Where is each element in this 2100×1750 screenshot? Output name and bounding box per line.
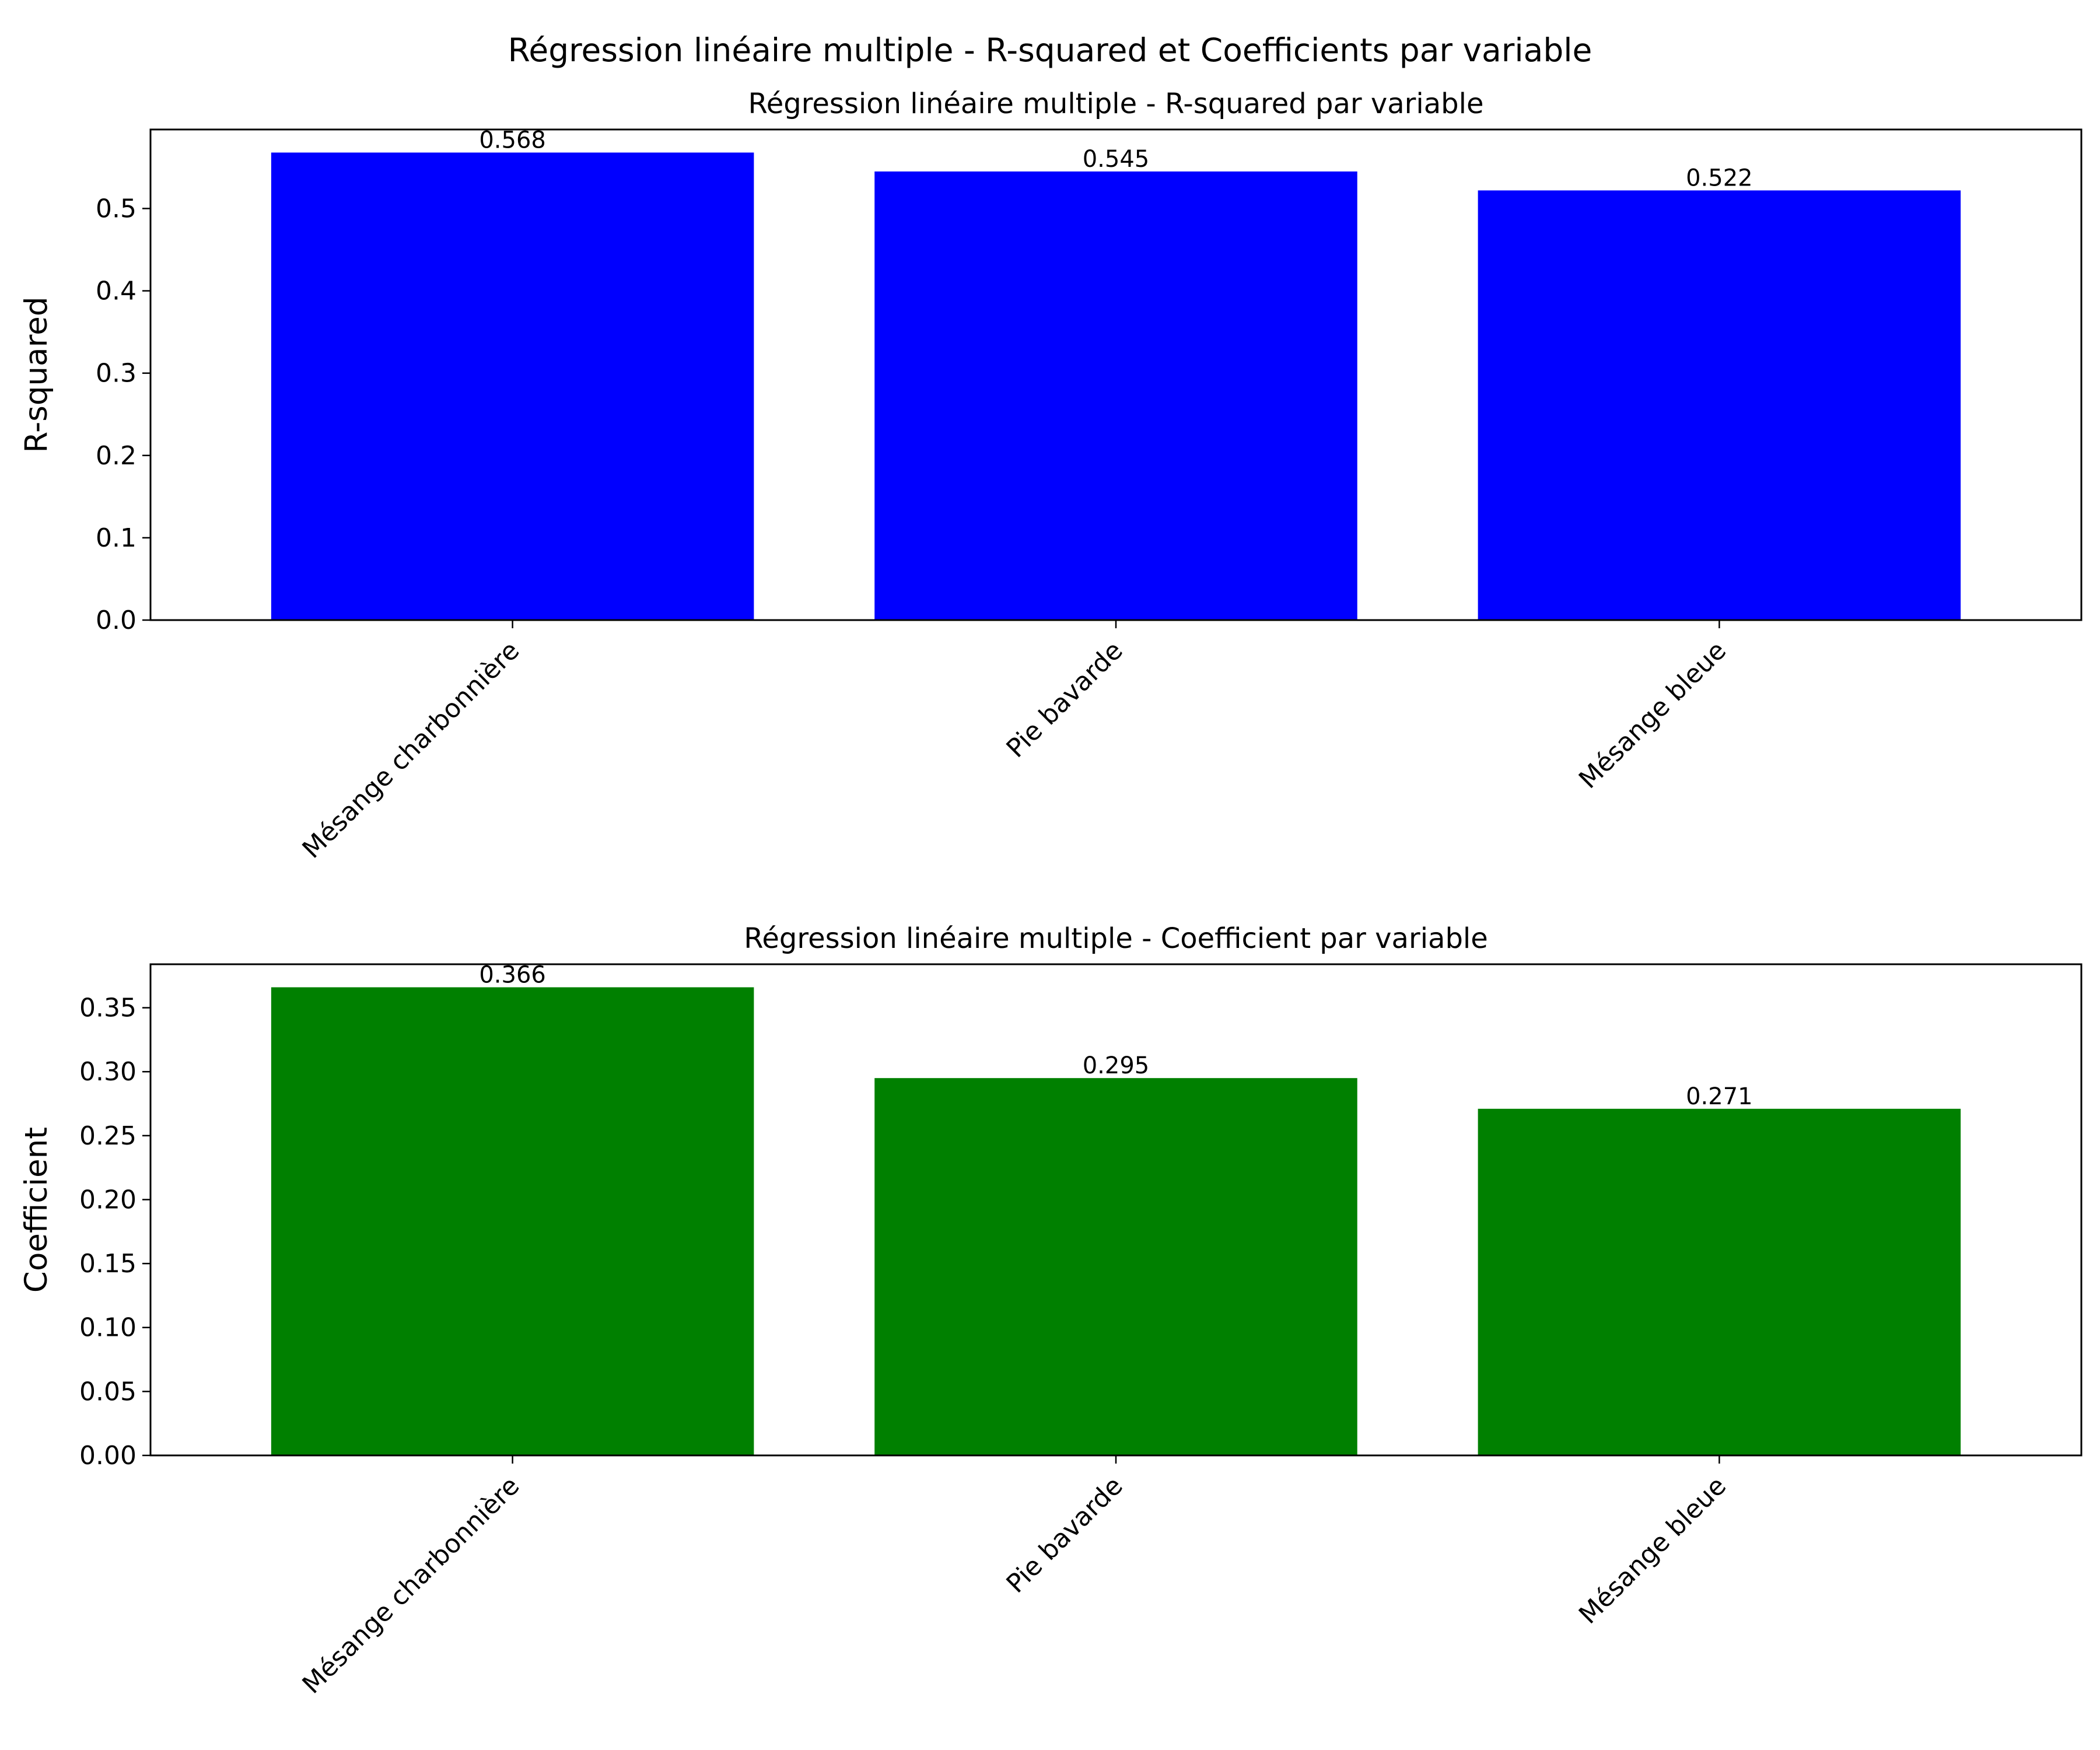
bar-mesange-bleue [1478,190,1961,621]
bar-value-label: 0.295 [1083,1052,1150,1079]
x-tick-label-mesange-charbonniere: Mésange charbonnière [297,1471,526,1700]
bar-value-label: 0.522 [1686,164,1753,191]
panel-title: Régression linéaire multiple - Coefficie… [744,922,1488,955]
x-tick-label-mesange-bleue: Mésange bleue [1573,636,1732,794]
bar-mesange-charbonniere [271,987,754,1455]
y-tick-label: 0.2 [96,441,136,471]
bar-value-label: 0.568 [479,127,546,154]
x-tick-label-mesange-bleue: Mésange bleue [1573,1471,1732,1630]
bar-pie-bavarde [874,171,1357,621]
y-tick-label: 0.0 [96,606,136,635]
axes-frame [149,128,2082,621]
bar-value-label: 0.366 [479,961,546,988]
bar-mesange-charbonniere [271,152,754,620]
chart-panel-rsquared: Régression linéaire multiple - R-squared… [19,88,2082,864]
x-tick-label-pie-bavarde: Pie bavarde [1001,636,1129,764]
y-tick-label: 0.20 [79,1185,136,1214]
bar-pie-bavarde [874,1078,1357,1455]
y-tick-label: 0.15 [79,1249,136,1279]
axes-frame [149,963,2082,1457]
panel-title: Régression linéaire multiple - R-squared… [748,88,1484,120]
y-tick-label: 0.35 [79,993,136,1023]
y-tick-label: 0.3 [96,359,136,388]
bar-value-label: 0.271 [1686,1083,1753,1110]
y-axis-label: R-squared [19,296,54,453]
y-tick-label: 0.00 [79,1441,136,1471]
bar-value-label: 0.545 [1083,146,1150,173]
bar-mesange-bleue [1478,1108,1961,1455]
chart-panels: Régression linéaire multiple - R-squared… [19,88,2082,1700]
x-tick-label-pie-bavarde: Pie bavarde [1001,1471,1129,1599]
y-tick-label: 0.4 [96,276,136,306]
chart-panel-coefficient: Régression linéaire multiple - Coefficie… [19,922,2082,1700]
y-axis-label: Coefficient [19,1127,54,1293]
figure-suptitle: Régression linéaire multiple - R-squared… [508,32,1592,69]
y-tick-label: 0.1 [96,523,136,553]
y-tick-label: 0.5 [96,194,136,223]
y-tick-label: 0.30 [79,1057,136,1087]
y-tick-label: 0.25 [79,1121,136,1151]
y-tick-label: 0.10 [79,1313,136,1343]
x-tick-label-mesange-charbonniere: Mésange charbonnière [297,636,526,864]
y-tick-label: 0.05 [79,1377,136,1406]
